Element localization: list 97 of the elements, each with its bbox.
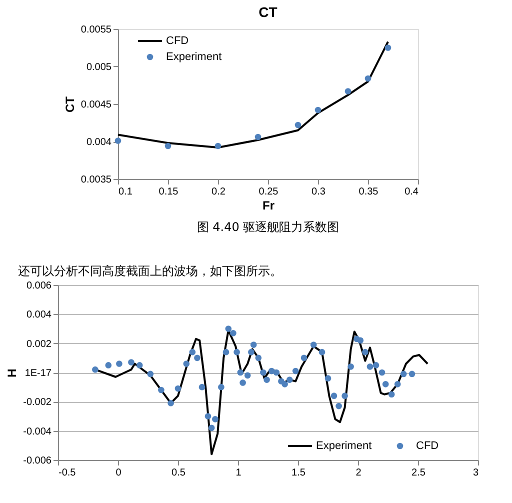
point bbox=[240, 380, 246, 386]
x-tick-label: 0.3 bbox=[312, 186, 326, 198]
point bbox=[388, 391, 395, 398]
text: 还可以分析不同高度截面上的波场，如下图所示。 bbox=[18, 264, 282, 278]
y-axis-title: CT bbox=[62, 96, 77, 112]
point bbox=[362, 348, 368, 356]
point bbox=[194, 354, 200, 362]
point bbox=[318, 348, 326, 356]
x-tick-label: 0.5 bbox=[172, 468, 186, 478]
point bbox=[330, 392, 338, 399]
point bbox=[394, 381, 401, 388]
point bbox=[116, 360, 122, 367]
point bbox=[105, 362, 112, 368]
point bbox=[273, 369, 280, 376]
caption: 图 4.40 驱逐舰阻力系数图 bbox=[196, 220, 340, 234]
y-tick-label: 0.006 bbox=[26, 280, 52, 292]
y-tick-label: 0.004 bbox=[86, 137, 112, 148]
point bbox=[248, 348, 254, 356]
point bbox=[357, 337, 364, 344]
point bbox=[214, 142, 222, 150]
point bbox=[372, 362, 380, 368]
point bbox=[234, 348, 240, 356]
x-tick-label: 0 bbox=[116, 468, 122, 478]
legend-label: CFD bbox=[416, 440, 439, 452]
point bbox=[168, 400, 174, 406]
point bbox=[158, 386, 164, 394]
point bbox=[400, 370, 407, 378]
chart-title: CT bbox=[258, 4, 278, 20]
y-tick-label: 1E-17 bbox=[24, 368, 52, 379]
x-tick-label: 0.15 bbox=[158, 186, 179, 198]
x-tick-label: 0.2 bbox=[212, 186, 226, 198]
point bbox=[244, 372, 251, 379]
y-tick-label: -0.004 bbox=[23, 426, 52, 438]
point bbox=[147, 370, 154, 378]
y-tick-label: 0.0035 bbox=[80, 174, 112, 186]
point bbox=[348, 364, 354, 370]
point bbox=[342, 392, 348, 399]
x-tick-label: 2 bbox=[356, 468, 362, 478]
point bbox=[300, 354, 308, 362]
point bbox=[92, 366, 98, 373]
point bbox=[222, 348, 230, 356]
y-tick-label: 0.0055 bbox=[80, 24, 112, 36]
point bbox=[366, 364, 374, 370]
point bbox=[204, 413, 212, 420]
point bbox=[260, 369, 266, 376]
y-tick-label: 0.002 bbox=[26, 338, 52, 350]
point bbox=[264, 376, 270, 383]
legend-label: Experiment bbox=[316, 440, 372, 452]
x-axis-title: Fr bbox=[262, 198, 275, 212]
x-tick-label: 1.5 bbox=[292, 468, 306, 478]
point bbox=[254, 134, 262, 140]
point bbox=[408, 370, 416, 378]
y-axis-title: H bbox=[5, 368, 20, 378]
x-tick-label: 3 bbox=[472, 468, 479, 478]
point bbox=[255, 354, 262, 362]
y-tick-label: 0.004 bbox=[26, 310, 52, 321]
point bbox=[189, 348, 196, 356]
point bbox=[212, 416, 218, 422]
point bbox=[198, 384, 206, 390]
x-tick-label: -0.5 bbox=[58, 468, 76, 478]
point bbox=[237, 369, 244, 376]
point bbox=[174, 385, 182, 392]
point bbox=[292, 368, 299, 374]
point bbox=[282, 381, 288, 388]
y-tick-label: -0.006 bbox=[23, 456, 52, 466]
point bbox=[294, 122, 302, 128]
point bbox=[230, 330, 236, 336]
point bbox=[225, 326, 232, 332]
point bbox=[382, 381, 389, 388]
legend-label: Experiment bbox=[166, 51, 222, 63]
point bbox=[250, 342, 257, 348]
point bbox=[310, 342, 317, 348]
x-tick-label: 0.1 bbox=[118, 186, 133, 198]
x-tick-label: 0.35 bbox=[358, 186, 379, 198]
x-tick-label: 2.5 bbox=[412, 468, 426, 478]
point bbox=[384, 44, 392, 51]
point bbox=[364, 75, 372, 82]
x-tick-label: 1 bbox=[236, 468, 242, 478]
point bbox=[128, 359, 134, 366]
y-tick-label: 0.0045 bbox=[80, 100, 112, 110]
point bbox=[314, 106, 322, 114]
y-tick-label: -0.002 bbox=[23, 397, 52, 408]
point bbox=[286, 376, 293, 383]
point bbox=[336, 402, 342, 410]
x-tick-label: 0.25 bbox=[258, 186, 279, 198]
point bbox=[218, 384, 224, 390]
legend-label: CFD bbox=[166, 35, 189, 47]
point bbox=[378, 369, 386, 376]
point bbox=[208, 424, 215, 432]
x-tick-label: 0.4 bbox=[404, 186, 419, 198]
point bbox=[344, 88, 352, 94]
point bbox=[324, 375, 332, 382]
point bbox=[164, 142, 172, 150]
point bbox=[136, 362, 143, 368]
y-tick-label: 0.005 bbox=[86, 62, 112, 73]
point bbox=[183, 360, 190, 367]
point bbox=[114, 138, 122, 144]
